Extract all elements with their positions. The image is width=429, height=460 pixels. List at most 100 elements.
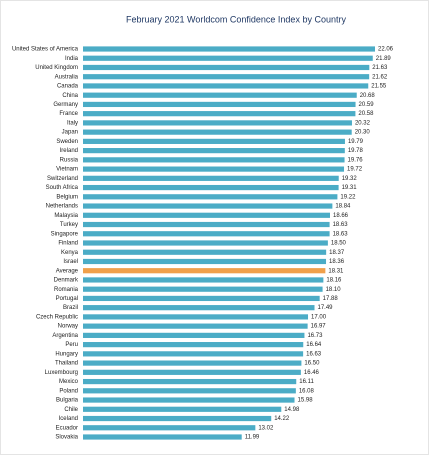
bar: [83, 148, 345, 154]
value-label: 14.98: [284, 407, 300, 413]
category-label: Portugal: [56, 296, 78, 302]
chart-title: February 2021 Worldcom Confidence Index …: [126, 14, 346, 24]
category-label: India: [65, 56, 79, 62]
category-label: United Kingdom: [35, 65, 78, 71]
category-label: Poland: [59, 388, 78, 394]
bar: [83, 332, 305, 338]
bar: [83, 286, 323, 292]
value-label: 11.99: [245, 435, 260, 441]
value-label: 17.49: [318, 305, 334, 311]
bar: [83, 212, 330, 218]
bar: [83, 55, 373, 61]
value-label: 20.68: [360, 93, 376, 99]
bar: [83, 314, 309, 320]
bar: [83, 369, 301, 375]
category-label: China: [62, 93, 78, 99]
value-label: 18.50: [331, 241, 347, 247]
category-label: Mexico: [59, 379, 79, 385]
value-label: 18.10: [326, 287, 342, 293]
value-label: 16.50: [304, 361, 320, 367]
bar: [83, 203, 333, 209]
bar: [83, 425, 256, 431]
category-label: Israel: [63, 259, 78, 265]
value-label: 17.88: [323, 296, 339, 302]
category-label: Vietnam: [56, 167, 78, 173]
bar: [83, 129, 352, 135]
bar: [83, 92, 357, 98]
value-label: 16.64: [306, 342, 322, 348]
category-label: Sweden: [56, 139, 78, 145]
category-label: Australia: [55, 74, 79, 80]
value-label: 19.72: [347, 167, 363, 173]
value-label: 21.55: [371, 84, 387, 90]
value-label: 19.78: [348, 148, 364, 154]
category-label: Finland: [58, 241, 78, 247]
value-label: 19.22: [340, 194, 356, 200]
category-label: Switzerland: [47, 176, 78, 182]
bar: [83, 175, 339, 181]
bar: [83, 434, 242, 440]
value-label: 14.22: [274, 416, 290, 422]
value-label: 21.62: [372, 74, 388, 80]
bar: [83, 64, 370, 71]
bar: [83, 111, 356, 117]
category-label: Ecuador: [56, 425, 78, 431]
bar: [83, 360, 302, 366]
bar: [83, 46, 375, 52]
category-label: Italy: [67, 120, 78, 126]
value-label: 18.63: [333, 231, 349, 237]
category-label: Thailand: [55, 361, 78, 367]
bar: [83, 221, 330, 228]
category-label: Japan: [62, 130, 78, 136]
bar: [83, 194, 338, 200]
bar: [83, 397, 295, 403]
category-label: Russia: [60, 157, 79, 163]
bar: [83, 305, 315, 311]
bar: [83, 323, 308, 329]
category-label: Germany: [53, 102, 78, 108]
category-label: Luxembourg: [45, 370, 78, 376]
category-label: Denmark: [54, 278, 79, 284]
category-label: Bulgaria: [56, 398, 79, 404]
value-label: 18.84: [335, 204, 351, 210]
category-label: Belgium: [56, 194, 78, 200]
bar: [83, 231, 330, 237]
category-label: Kenya: [61, 250, 79, 256]
value-label: 20.59: [359, 102, 375, 108]
value-label: 19.79: [348, 139, 364, 145]
bar: [83, 268, 326, 274]
bar: [83, 342, 304, 348]
category-label: Peru: [65, 342, 78, 348]
value-label: 15.98: [298, 398, 314, 404]
bar: [83, 138, 345, 144]
bar: [83, 166, 345, 172]
category-label: Canada: [57, 84, 79, 90]
value-label: 21.89: [376, 56, 392, 62]
bar: [83, 157, 345, 163]
bar: [83, 83, 369, 89]
value-label: 16.97: [311, 324, 327, 330]
value-label: 19.76: [348, 157, 364, 163]
bar: [83, 101, 356, 108]
value-label: 20.32: [355, 120, 371, 126]
bar: [83, 249, 327, 255]
value-label: 18.63: [333, 222, 349, 228]
category-label: Malaysia: [54, 213, 78, 219]
category-label: Singapore: [51, 231, 79, 237]
category-label: Hungary: [55, 351, 78, 357]
category-label: Ireland: [60, 148, 78, 154]
category-label: Netherlands: [46, 204, 78, 210]
category-label: Argentina: [52, 333, 78, 339]
category-label: France: [59, 111, 78, 117]
value-label: 16.46: [304, 370, 320, 376]
value-label: 16.63: [306, 351, 322, 357]
value-label: 20.58: [358, 111, 374, 117]
value-label: 19.31: [342, 185, 358, 191]
value-label: 18.31: [328, 268, 344, 274]
value-label: 21.63: [372, 65, 388, 71]
category-label: South Africa: [46, 185, 79, 191]
category-label: Slovakia: [55, 435, 78, 441]
bar: [83, 277, 324, 283]
bar: [83, 295, 320, 302]
